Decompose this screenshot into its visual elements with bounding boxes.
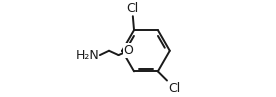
Text: O: O — [124, 44, 133, 57]
Text: H₂N: H₂N — [76, 49, 99, 62]
Text: Cl: Cl — [168, 82, 181, 95]
Text: Cl: Cl — [127, 2, 139, 15]
